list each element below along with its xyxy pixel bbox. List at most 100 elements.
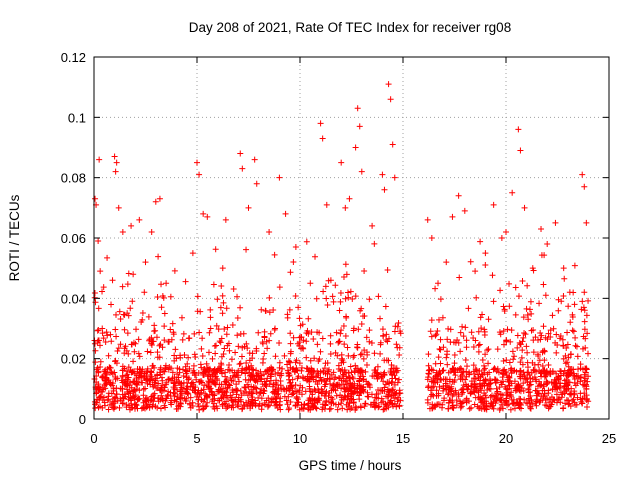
data-point [482, 376, 489, 383]
data-point [507, 366, 514, 373]
data-point [389, 141, 396, 148]
data-point [323, 388, 330, 395]
data-point [473, 294, 480, 301]
data-point [327, 340, 334, 347]
data-point [537, 330, 544, 337]
data-point [539, 349, 546, 356]
data-point [364, 351, 371, 358]
data-point [95, 384, 102, 391]
data-point [384, 266, 391, 273]
data-point [432, 285, 439, 292]
data-point [482, 250, 489, 257]
data-point [172, 390, 179, 397]
data-point [237, 304, 244, 311]
data-point [169, 320, 176, 327]
data-point [468, 383, 475, 390]
data-point [140, 386, 147, 393]
data-point [349, 296, 356, 302]
data-point [219, 401, 226, 408]
data-point [194, 159, 200, 166]
data-point [203, 360, 210, 367]
data-point [284, 361, 291, 368]
data-point [430, 379, 437, 386]
data-point [296, 360, 303, 367]
data-point [462, 324, 469, 331]
data-point [150, 338, 157, 345]
data-point [336, 307, 343, 314]
data-point [105, 376, 112, 383]
data-point [563, 381, 570, 388]
data-point [556, 384, 563, 391]
data-point [102, 402, 109, 409]
data-point [158, 304, 165, 311]
data-point [210, 379, 217, 386]
data-point [506, 392, 513, 399]
data-point [511, 353, 518, 360]
data-point [440, 376, 447, 383]
data-point [177, 354, 184, 361]
data-point [493, 368, 500, 375]
data-point [189, 250, 196, 257]
data-point [145, 313, 152, 320]
data-point [564, 382, 571, 389]
data-point [558, 298, 565, 305]
data-point [301, 401, 308, 408]
data-point [477, 396, 484, 403]
data-point [525, 385, 532, 392]
data-point [164, 392, 171, 399]
data-point [211, 400, 218, 407]
data-point [258, 386, 265, 393]
data-point [378, 374, 385, 381]
data-point [139, 309, 146, 316]
data-point [579, 298, 586, 305]
data-point [229, 367, 236, 374]
data-point [196, 329, 203, 336]
data-point [436, 383, 443, 390]
data-point [525, 316, 532, 323]
data-point [512, 284, 519, 291]
data-point [104, 332, 111, 339]
data-point [499, 405, 506, 412]
data-point [463, 373, 470, 380]
data-point [555, 296, 562, 303]
data-point [156, 342, 163, 349]
data-point [388, 392, 395, 399]
data-point [494, 346, 501, 353]
data-point [583, 312, 590, 319]
data-point [490, 298, 497, 305]
data-point [470, 362, 477, 369]
data-point [146, 404, 153, 411]
data-point [195, 387, 202, 394]
data-point [564, 341, 571, 348]
data-point [128, 341, 135, 348]
data-point [304, 402, 311, 409]
data-point [437, 346, 444, 353]
data-point [290, 334, 297, 341]
data-point [574, 394, 581, 401]
data-point [124, 281, 131, 288]
data-point [169, 369, 176, 376]
data-point [550, 379, 557, 386]
data-point [472, 337, 479, 344]
data-point [171, 357, 178, 364]
data-point [242, 384, 249, 391]
data-point [517, 367, 524, 374]
data-point [553, 370, 560, 377]
data-point [559, 336, 566, 343]
data-point [325, 277, 332, 284]
data-point [506, 382, 513, 389]
data-point [245, 204, 252, 211]
data-point [481, 380, 488, 387]
data-point [218, 381, 225, 388]
data-point [183, 395, 190, 402]
data-point [185, 391, 192, 398]
data-point [276, 174, 283, 181]
data-point [373, 402, 380, 409]
data-point [339, 357, 346, 364]
data-point [113, 385, 120, 392]
data-point [122, 380, 129, 387]
data-point [92, 299, 99, 306]
data-point [287, 269, 294, 276]
data-point [528, 310, 535, 317]
data-point [285, 393, 292, 400]
